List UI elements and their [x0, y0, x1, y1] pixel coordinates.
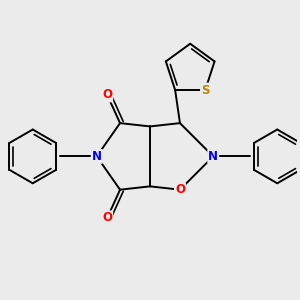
Text: O: O [102, 212, 112, 224]
Text: O: O [175, 183, 185, 196]
Text: S: S [201, 84, 209, 97]
Text: O: O [102, 88, 112, 101]
Text: N: N [208, 150, 218, 163]
Text: N: N [92, 150, 102, 163]
